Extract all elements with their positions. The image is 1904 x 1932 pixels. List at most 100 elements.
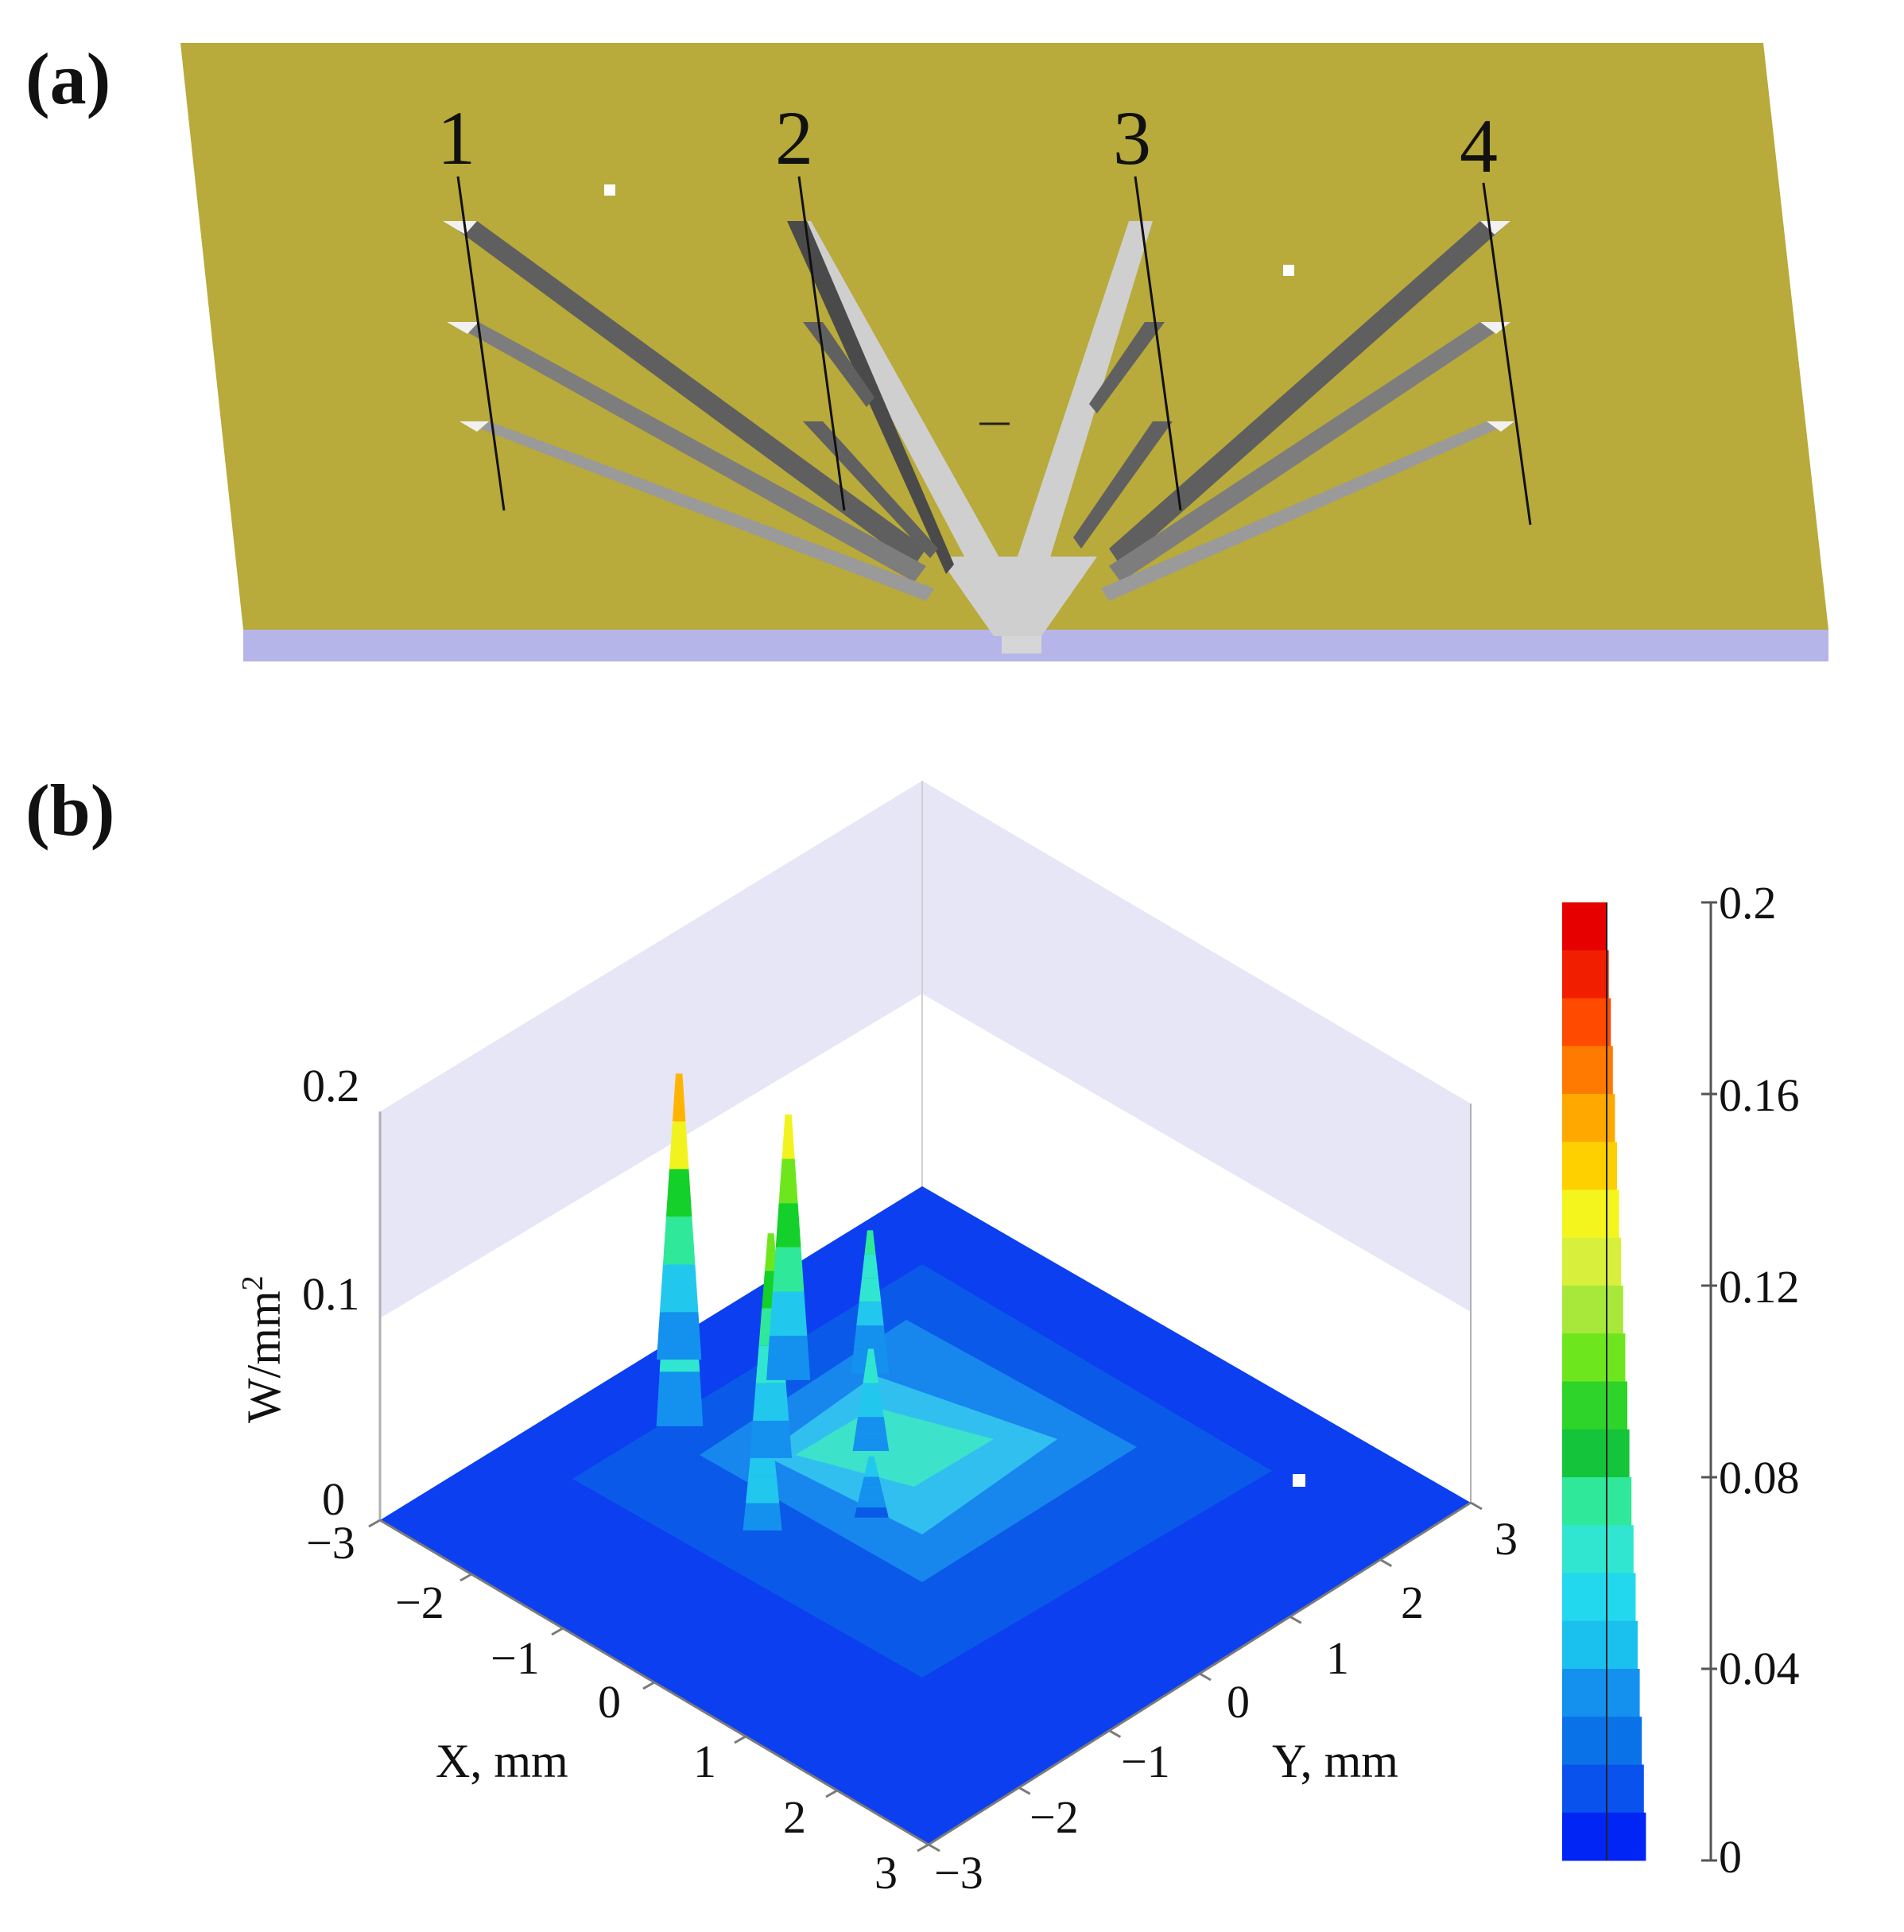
- strip: [1073, 421, 1173, 549]
- strip: [1089, 322, 1165, 413]
- y-tick-label: 1: [1326, 1632, 1349, 1684]
- x-tick-marks: [368, 1519, 929, 1852]
- colorbar-level: [1562, 1046, 1613, 1095]
- surface-peak: [856, 1497, 886, 1507]
- y-tick-marks: [928, 1501, 1483, 1852]
- x-tick-mark: [551, 1627, 564, 1636]
- surface-peak: [863, 1365, 879, 1383]
- y-axis-title: Y, mm: [1272, 1735, 1398, 1787]
- strip: [445, 221, 926, 566]
- surface-peak: [656, 1312, 702, 1360]
- surface-peak: [858, 1399, 884, 1418]
- colorbar-level: [1562, 1764, 1644, 1814]
- x-tick-mark: [734, 1735, 746, 1744]
- colorbar-level: [1562, 1477, 1632, 1526]
- colorbar: [1562, 902, 1646, 1861]
- colorbar-level: [1562, 902, 1607, 951]
- surface-peak: [659, 1264, 699, 1313]
- surface-peak: [656, 1371, 704, 1426]
- colorbar-ticks: [1701, 901, 1717, 1862]
- colorbar-level: [1562, 950, 1609, 999]
- surface-peak: [859, 1487, 884, 1498]
- strip-tip: [1487, 421, 1514, 432]
- surface-peak: [775, 1203, 801, 1247]
- surface-peaks: [656, 1073, 890, 1530]
- y-tick-mark: [1470, 1501, 1483, 1511]
- marker: [1293, 1474, 1305, 1487]
- surface-band-4: [795, 1407, 994, 1487]
- marker: [604, 184, 615, 196]
- feed-base: [938, 557, 1097, 636]
- y-tick-label: −1: [1121, 1736, 1170, 1787]
- y-tick-mark: [1108, 1729, 1122, 1738]
- surface-peak: [769, 1291, 808, 1336]
- surface-peak: [662, 1216, 696, 1265]
- colorbar-level: [1562, 1237, 1622, 1286]
- strip: [1101, 421, 1514, 601]
- surface-peak: [856, 1302, 884, 1326]
- strip-tip: [447, 322, 479, 334]
- surface-peak: [672, 1073, 686, 1122]
- feed-branch-right: [1002, 221, 1153, 612]
- surface-peak: [862, 1254, 878, 1278]
- y-tick-mark: [1199, 1672, 1212, 1682]
- panel-b: (b) 0.2 0.1 0 W/mm2 −3 −2 −1 0 1: [25, 770, 1800, 1899]
- y-tick-label: 0: [1227, 1676, 1250, 1728]
- surface-peak: [765, 1233, 777, 1271]
- surface-peak: [861, 1476, 882, 1488]
- z-axis-title: W/mm2: [236, 1275, 290, 1423]
- colorbar-tick-label: 0: [1719, 1831, 1742, 1883]
- x-axis-title: X, mm: [436, 1735, 568, 1787]
- guide-line-2: [797, 176, 846, 511]
- surface-peak: [778, 1158, 798, 1204]
- surface-peak: [665, 1169, 692, 1217]
- x-tick-mark: [460, 1573, 472, 1582]
- x-tick-label: 0: [598, 1676, 621, 1728]
- surface-peak: [753, 1383, 789, 1421]
- y-tick-mark: [928, 1843, 940, 1852]
- x-tick-label: −1: [491, 1632, 540, 1684]
- surface-peak: [863, 1466, 879, 1477]
- guide-line-3: [1134, 176, 1182, 511]
- guide-label-4: 4: [1460, 103, 1498, 188]
- surface-peak: [855, 1417, 886, 1434]
- z-tick-0.1: 0.1: [302, 1268, 360, 1320]
- surface-peak: [781, 1114, 795, 1159]
- colorbar-level: [1562, 1142, 1617, 1190]
- colorbar-tick-label: 0.04: [1719, 1643, 1800, 1694]
- surface-peak: [852, 1433, 890, 1451]
- y-tick-mark: [1018, 1787, 1031, 1795]
- surface-peak: [864, 1230, 876, 1255]
- x-tick-mark: [368, 1519, 381, 1528]
- strip: [1109, 322, 1510, 582]
- colorbar-tick-label: 0.08: [1719, 1452, 1800, 1503]
- panel-b-label: (b): [25, 770, 114, 851]
- back-wall-right: [922, 781, 1471, 1312]
- surface-peak: [772, 1247, 805, 1292]
- surface-peak: [853, 1325, 887, 1350]
- y-tick-mark: [1379, 1558, 1393, 1567]
- surface-peak: [859, 1278, 882, 1302]
- colorbar-level: [1562, 1525, 1634, 1573]
- strips-right: [1073, 221, 1514, 601]
- x-tick-label: −2: [395, 1577, 444, 1628]
- guide-line-1: [456, 176, 506, 511]
- strip-tip: [443, 221, 477, 235]
- x-tick-mark: [642, 1681, 655, 1690]
- surface-peak: [750, 1420, 793, 1458]
- colorbar-level: [1562, 1189, 1619, 1239]
- strip: [1109, 221, 1510, 566]
- colorbar-level: [1562, 1573, 1636, 1622]
- colorbar-tick-label: 0.12: [1719, 1261, 1800, 1313]
- x-tick-label: 1: [693, 1736, 716, 1787]
- back-wall-left: [380, 781, 922, 1318]
- guide-line-4: [1482, 182, 1532, 526]
- strip: [449, 322, 926, 582]
- guide-label-2: 2: [775, 95, 813, 180]
- colorbar-level: [1562, 1429, 1630, 1478]
- y-tick-label: −3: [934, 1847, 983, 1899]
- x-tick-mark: [825, 1789, 838, 1798]
- guide-label-3: 3: [1113, 95, 1151, 180]
- x-tick-label: −3: [306, 1517, 355, 1569]
